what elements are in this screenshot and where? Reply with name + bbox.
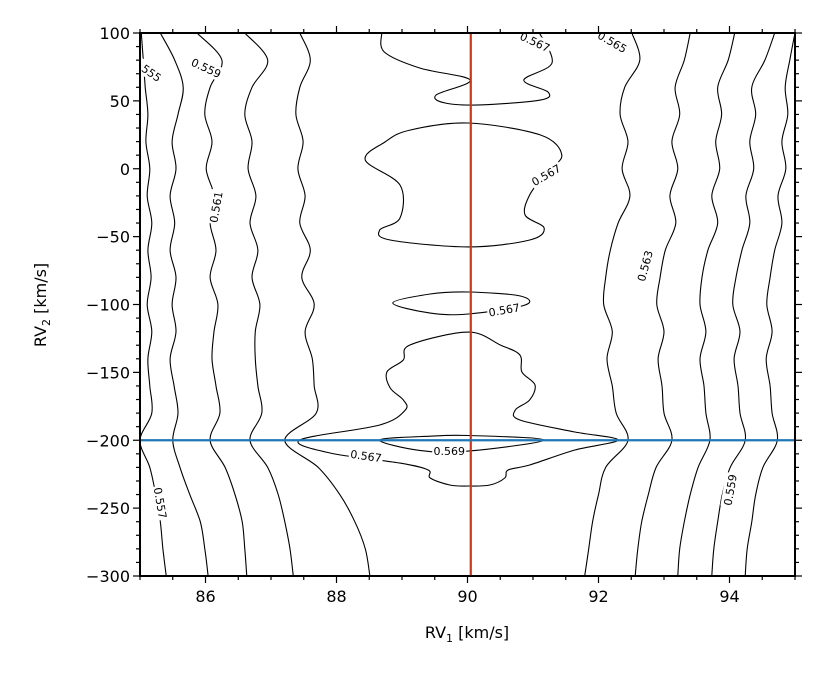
- x-tick-label: 92: [588, 587, 608, 606]
- x-tick-label: 88: [326, 587, 346, 606]
- contour-labels: 0.555 0.559 0.561 0.557 0.567 0.565 0.567 0.567…: [130, 33, 741, 521]
- contour-label-text: 0.567: [488, 301, 521, 319]
- contour-line: [244, 33, 294, 576]
- contour-label: 0.567: [486, 300, 523, 320]
- contour-label-background: [516, 33, 554, 56]
- contour-label: 0.555: [130, 54, 166, 86]
- contour-label-text: 0.567: [529, 162, 563, 189]
- contour-label-text: 0.559: [189, 56, 223, 81]
- plot-frame: [139, 32, 796, 577]
- contour-label: 0.569: [432, 444, 467, 458]
- contour-label: 0.557: [150, 485, 171, 521]
- y-tick-label: −200: [86, 431, 130, 450]
- marker-lines: [140, 33, 795, 576]
- contour-line: [297, 331, 619, 487]
- contour-label: 0.563: [633, 247, 657, 285]
- contour-label: 0.559: [187, 54, 225, 82]
- x-tick-label: 94: [719, 587, 739, 606]
- contour-label-background: [432, 444, 467, 458]
- contour-line: [677, 33, 736, 576]
- y-tick-label: −100: [86, 296, 130, 315]
- x-axis-label: RV1 [km/s]: [425, 623, 509, 645]
- contour-label-background: [720, 471, 741, 508]
- contour-label-text: 0.559: [722, 473, 740, 506]
- y-tick-label: 0: [120, 160, 130, 179]
- contour-label: 0.565: [594, 33, 631, 57]
- y-tick-label: −300: [86, 567, 130, 586]
- y-tick-label: −50: [96, 228, 130, 247]
- contour-label-background: [187, 54, 225, 82]
- contour-label: 0.559: [720, 471, 741, 508]
- contour-layer: [140, 33, 795, 576]
- contour-line: [140, 33, 167, 576]
- x-tick-label: 86: [195, 587, 215, 606]
- axis-ticks: 86 88 90 92 94 100 50 0 −50 −100 −150 −200 −250 −300: [86, 24, 802, 606]
- contour-label: 0.567: [348, 446, 384, 466]
- contour-label-background: [140, 54, 166, 86]
- contour-line: [744, 33, 795, 576]
- contour-label: 0.567: [527, 160, 565, 190]
- x-tick-label: 90: [457, 587, 477, 606]
- contour-label-background: [348, 446, 384, 466]
- contour-line: [380, 33, 553, 106]
- contour-label-text: 0.563: [635, 249, 656, 283]
- contour-label-background: [527, 160, 565, 190]
- y-tick-label: −150: [86, 363, 130, 382]
- contour-line: [392, 291, 531, 316]
- contour-label-text: 0.569: [433, 445, 465, 458]
- contour-label-background: [150, 485, 171, 521]
- y-axis-label: RV2 [km/s]: [31, 263, 53, 347]
- contour-line: [159, 33, 209, 576]
- contour-line: [284, 33, 371, 576]
- contour-label-background: [594, 33, 631, 57]
- contour-label-text: 0.557: [151, 486, 169, 519]
- contour-label: 0.561: [206, 189, 226, 225]
- contour-label-background: [206, 189, 226, 225]
- y-tick-label: 50: [110, 92, 130, 111]
- contour-label-background: [486, 300, 523, 320]
- contour-line: [196, 33, 248, 576]
- contour-label-text: 0.567: [349, 448, 382, 465]
- contour-label-text: 0.555: [130, 56, 163, 85]
- contour-line: [584, 33, 641, 576]
- y-tick-label: −250: [86, 499, 130, 518]
- contour-label-text: 0.561: [207, 190, 225, 223]
- contour-line: [634, 33, 691, 576]
- y-tick-label: 100: [99, 24, 130, 43]
- contour-label-background: [633, 247, 657, 285]
